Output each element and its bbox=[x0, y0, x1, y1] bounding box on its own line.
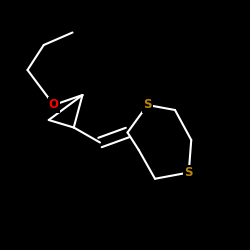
Text: O: O bbox=[49, 98, 59, 112]
Text: S: S bbox=[143, 98, 152, 112]
Text: S: S bbox=[184, 166, 193, 179]
